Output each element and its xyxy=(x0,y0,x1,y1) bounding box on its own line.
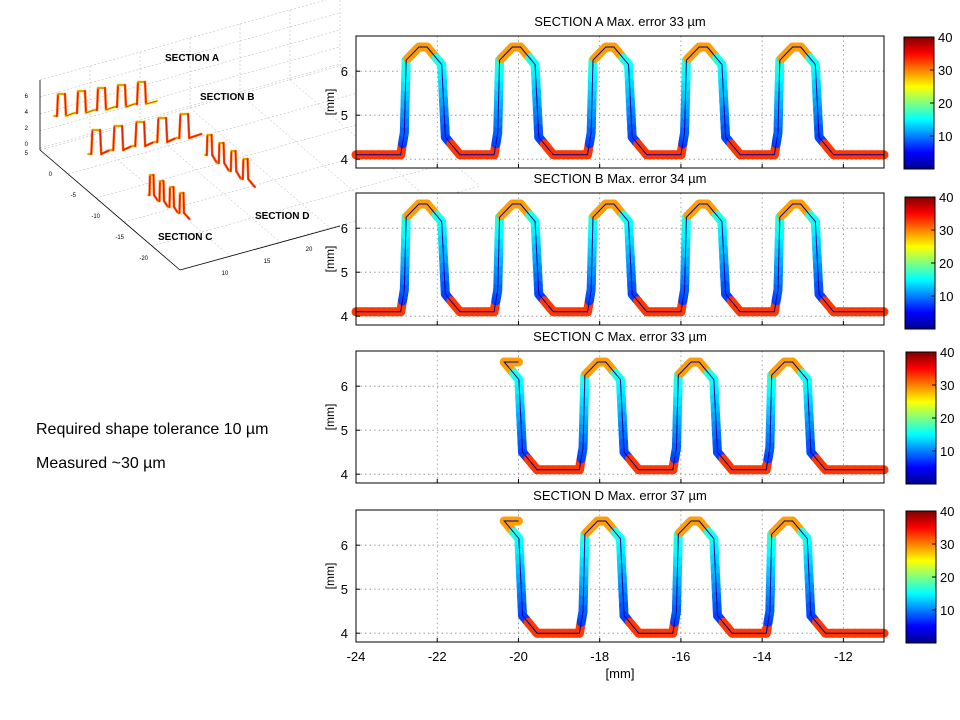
section-c-wave xyxy=(146,173,191,221)
colorbar xyxy=(905,351,937,485)
profile-line xyxy=(356,203,884,313)
x-tick-label: -22 xyxy=(428,649,447,664)
section-a-wave xyxy=(52,80,159,118)
profile-line xyxy=(356,46,884,156)
x-tick-label: -24 xyxy=(347,649,366,664)
colorbar-tick-label: 20 xyxy=(940,411,954,426)
colorbar-tick-label: 30 xyxy=(938,63,952,78)
colorbar-tick-label: 20 xyxy=(940,570,954,585)
y-axis xyxy=(39,149,181,271)
y-tick-label: 6 xyxy=(341,538,348,553)
colorbar-tick-label: 40 xyxy=(940,504,954,519)
chart-title: SECTION D Max. error 37 µm xyxy=(533,488,707,503)
plot-frame xyxy=(355,35,885,169)
section-label: SECTION D xyxy=(255,211,309,222)
plot-frame xyxy=(355,509,885,643)
y-tick-label: 4 xyxy=(341,309,348,324)
colorbar-tick-label: 30 xyxy=(939,223,953,238)
x-tick-label: -20 xyxy=(509,649,528,664)
x-tick-label: -16 xyxy=(672,649,691,664)
colorbar-tick-label: 40 xyxy=(938,30,952,45)
colorbar-tick-label: 10 xyxy=(940,444,954,459)
colorbar xyxy=(904,196,936,330)
y-axis-label: [mm] xyxy=(323,89,337,116)
y-tick-label: 4 xyxy=(341,626,348,641)
colorbar-tick-label: 20 xyxy=(939,256,953,271)
section-chart-4: 4 5 6 -24 -22 -20 -18 -16 -14 -12 SECTION D Max. e… xyxy=(323,488,954,681)
wave-line xyxy=(148,174,190,220)
section-chart-3: 4 5 6 SECTION C Max. error 33 µm [mm] 10 20 30 4… xyxy=(323,329,954,485)
x-tick-label: -12 xyxy=(834,649,853,664)
x-tick-label: 20 xyxy=(306,247,313,253)
measured-error-note: Measured ~30 µm xyxy=(36,455,166,472)
profile-line xyxy=(503,520,884,634)
y-axis-label: [mm] xyxy=(323,563,337,590)
y-tick-label: 5 xyxy=(341,423,348,438)
y-tick-label: 5 xyxy=(341,108,348,123)
section-label: SECTION B xyxy=(200,92,254,103)
colorbar-tick-label: 10 xyxy=(938,129,952,144)
y-tick-label: 5 xyxy=(341,582,348,597)
y-tick-label: 6 xyxy=(341,379,348,394)
wave-line xyxy=(205,134,256,188)
x-axis xyxy=(179,225,341,271)
x-tick-label: -18 xyxy=(590,649,609,664)
required-tolerance-note: Required shape tolerance 10 µm xyxy=(36,421,269,438)
z-tick-label: 6 xyxy=(25,94,29,100)
colorbar-tick-label: 20 xyxy=(938,96,952,111)
colorbar-tick-label: 30 xyxy=(940,537,954,552)
y-axis-label: [mm] xyxy=(323,404,337,431)
x-tick-label: -14 xyxy=(753,649,772,664)
colorbar xyxy=(905,510,937,644)
section-label: SECTION A xyxy=(165,53,219,64)
y-tick-label: 5 xyxy=(341,265,348,280)
wave-line xyxy=(54,81,158,117)
y-tick-label: -5 xyxy=(71,193,77,199)
plot-frame xyxy=(355,350,885,484)
chart-title: SECTION B Max. error 34 µm xyxy=(534,171,707,186)
y-tick-label: 6 xyxy=(341,221,348,236)
plot-frame xyxy=(355,192,885,326)
y-tick-label: -15 xyxy=(115,235,124,241)
z-tick-label: 0 xyxy=(25,142,29,148)
x-tick-label: 10 xyxy=(222,271,229,277)
y-tick-label: 6 xyxy=(341,64,348,79)
section-label: SECTION C xyxy=(158,232,212,243)
colorbar xyxy=(903,36,935,170)
grid-line xyxy=(139,121,281,243)
section-d-wave xyxy=(203,133,257,189)
z-tick-label: 2 xyxy=(25,126,29,132)
section-b-wave xyxy=(86,112,203,156)
y-tick-label: 0 xyxy=(49,172,53,178)
grid-line xyxy=(189,107,331,229)
y-tick-label: 4 xyxy=(341,152,348,167)
colorbar-tick-label: 10 xyxy=(939,289,953,304)
colorbar-tick-label: 30 xyxy=(940,378,954,393)
wave-line xyxy=(88,113,202,155)
colorbar-tick-label: 10 xyxy=(940,603,954,618)
y-tick-label: 4 xyxy=(341,467,348,482)
y-axis-label: [mm] xyxy=(323,246,337,273)
section-chart-2: 4 5 6 SECTION B Max. error 34 µm [mm] 10 20 30 4… xyxy=(323,171,953,330)
y-tick-label: -10 xyxy=(91,214,100,220)
y-tick-label: 5 xyxy=(25,151,29,157)
x-tick-label: 15 xyxy=(264,259,271,265)
y-tick-label: -20 xyxy=(139,256,148,262)
z-tick-label: 4 xyxy=(25,110,29,116)
colorbar-tick-label: 40 xyxy=(939,190,953,205)
x-axis-label: [mm] xyxy=(606,666,635,681)
colorbar-tick-label: 40 xyxy=(940,345,954,360)
section-chart-1: 4 5 6 SECTION A Max. error 33 µm [mm] 10 20 30 4… xyxy=(323,14,952,170)
profile-line xyxy=(503,361,884,471)
chart-title: SECTION A Max. error 33 µm xyxy=(534,14,705,29)
chart-title: SECTION C Max. error 33 µm xyxy=(533,329,707,344)
